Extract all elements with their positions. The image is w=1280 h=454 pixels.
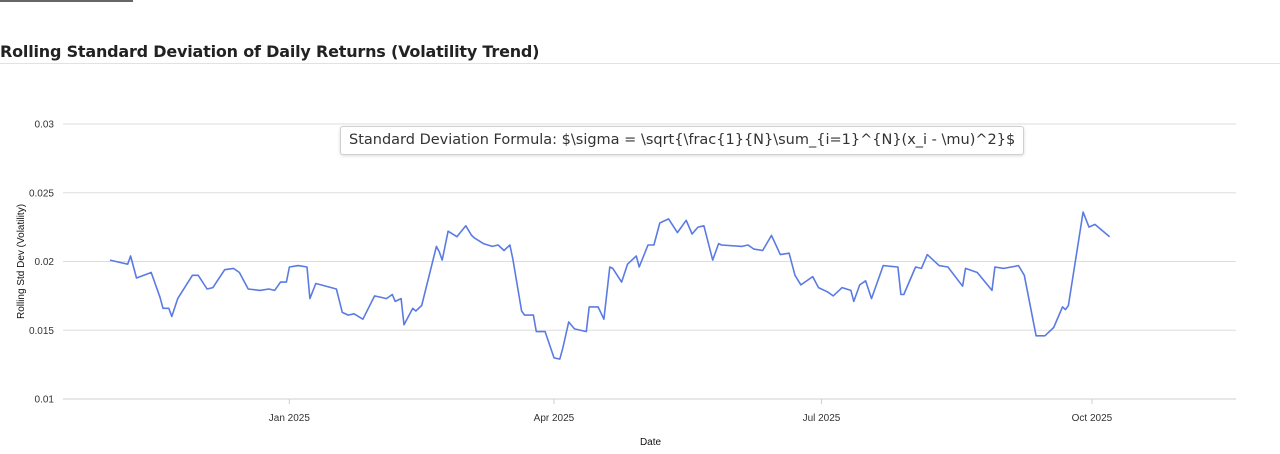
tab-indicator <box>0 0 133 2</box>
x-tick-label: Jul 2025 <box>803 413 841 424</box>
y-tick-label: 0.025 <box>29 188 54 199</box>
page-title: Rolling Standard Deviation of Daily Retu… <box>0 42 540 61</box>
y-tick-label: 0.03 <box>35 120 55 131</box>
y-tick-label: 0.02 <box>35 257 55 268</box>
x-tick-label: Apr 2025 <box>534 413 575 424</box>
x-tick-label: Jan 2025 <box>269 413 311 424</box>
y-axis-label: Rolling Std Dev (Volatility) <box>16 204 27 319</box>
y-tick-label: 0.015 <box>29 326 54 337</box>
x-axis-label: Date <box>640 437 662 448</box>
formula-annotation: Standard Deviation Formula: $\sigma = \s… <box>340 126 1025 155</box>
title-divider <box>0 63 1280 64</box>
y-tick-label: 0.01 <box>35 395 55 406</box>
y-gridlines <box>63 123 1236 400</box>
x-tick-label: Oct 2025 <box>1072 413 1113 424</box>
x-axis-ticks: Jan 2025 Apr 2025 Jul 2025 Oct 2025 <box>269 399 1113 424</box>
y-axis-ticks: 0.01 0.015 0.02 0.025 0.03 <box>29 120 54 406</box>
volatility-series-line <box>109 211 1111 360</box>
